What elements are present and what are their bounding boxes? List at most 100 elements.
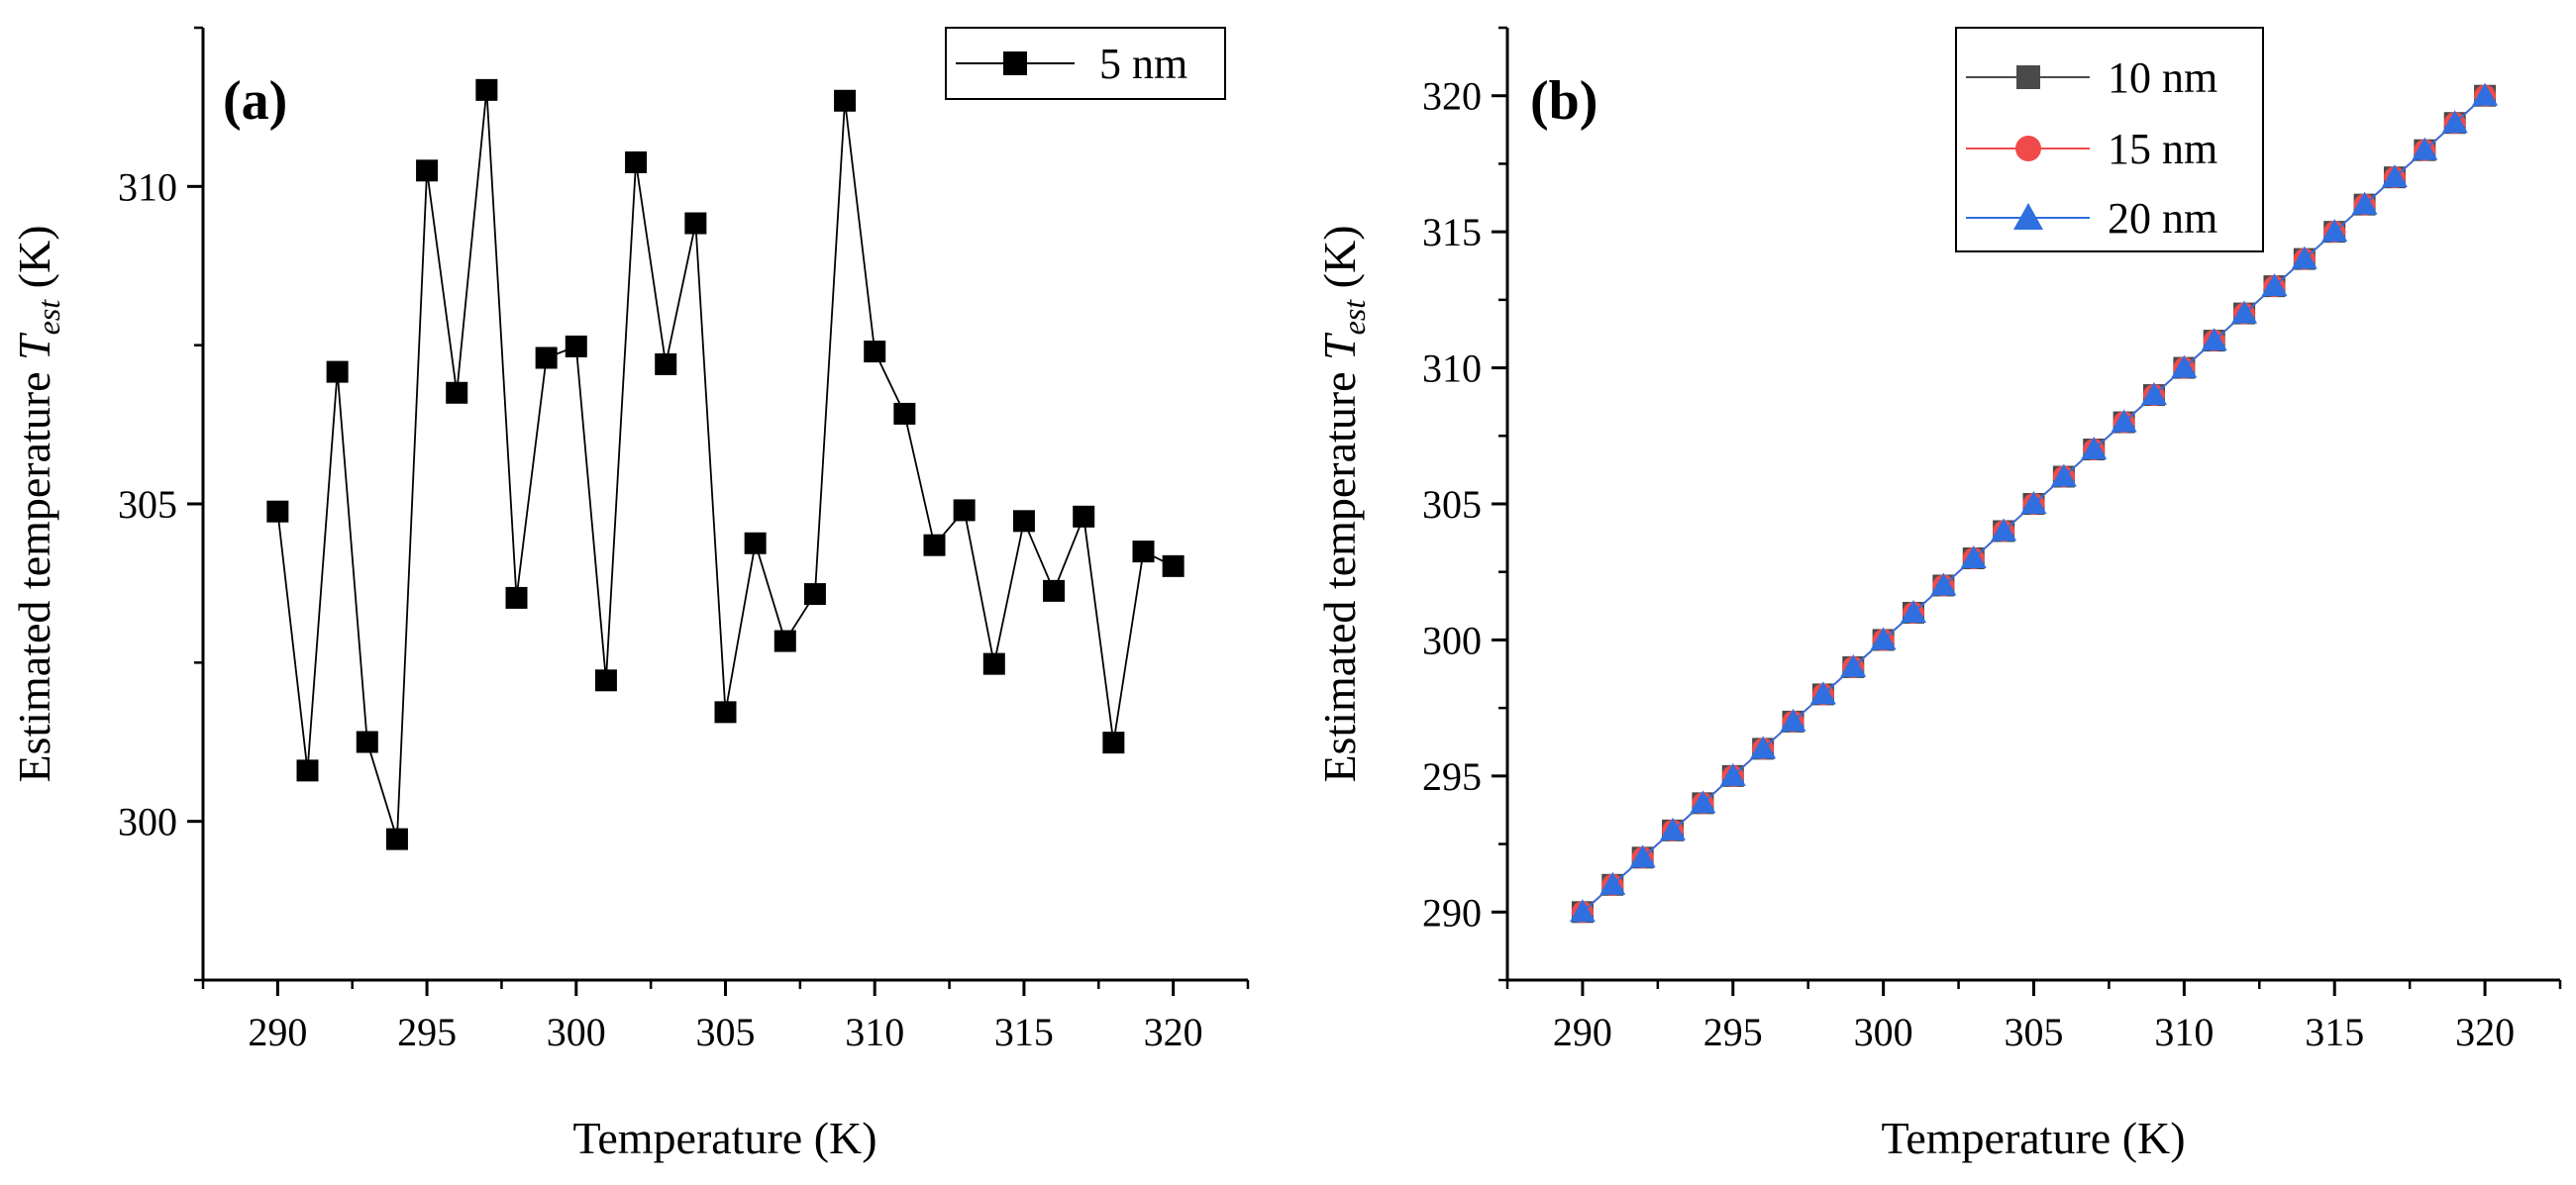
- data-point-5nm: [475, 78, 498, 101]
- data-point-5nm: [655, 352, 677, 375]
- data-point-20nm: [2201, 328, 2227, 351]
- data-point-20nm: [1599, 871, 1626, 895]
- data-point-5nm: [982, 652, 1005, 675]
- data-point-5nm: [744, 532, 767, 554]
- data-point-20nm: [1629, 844, 1656, 868]
- data-point-5nm: [505, 586, 528, 609]
- panel-a-x-axis-title: Temperature (K): [572, 1113, 876, 1163]
- panel-a-y-axis-title-main: Estimated temperature: [9, 360, 59, 783]
- y-tick-label: 310: [118, 164, 177, 209]
- data-point-5nm: [326, 360, 349, 383]
- data-point-5nm: [773, 630, 796, 652]
- panel-a-legend-marker-5nm: [1003, 51, 1027, 75]
- panel-b-y-axis-title: Estimated temperature Test (K): [1314, 225, 1372, 782]
- panel-b-y-axis-title-unit: (K): [1314, 225, 1365, 299]
- data-point-5nm: [446, 381, 468, 404]
- data-point-20nm: [2412, 137, 2438, 160]
- data-point-20nm: [1690, 790, 1716, 814]
- data-point-20nm: [2081, 437, 2108, 460]
- data-point-5nm: [1012, 510, 1035, 533]
- x-tick-label: 310: [845, 1010, 904, 1054]
- x-tick-label: 310: [2154, 1010, 2214, 1054]
- data-point-20nm: [1780, 708, 1806, 732]
- data-point-20nm: [1809, 681, 1836, 705]
- data-point-20nm: [1870, 627, 1897, 650]
- data-point-20nm: [1569, 899, 1596, 923]
- panel-b-y-axis-title-main: Estimated temperature: [1314, 360, 1365, 783]
- x-tick-label: 305: [696, 1010, 756, 1054]
- y-tick-label: 310: [1422, 346, 1482, 391]
- data-point-5nm: [1132, 541, 1155, 563]
- panel-b-y-tick-labels: 290 295 300 305 310 315 320: [1422, 74, 1482, 936]
- panel-a-ticks: [187, 26, 1250, 996]
- panel-a-series: [266, 78, 1185, 850]
- panel-b-series: [1569, 82, 2499, 924]
- panel-b-x-tick-labels: 290 295 300 305 310 315 320: [1553, 1010, 2515, 1054]
- data-point-5nm: [416, 159, 439, 182]
- y-tick-label: 315: [1422, 210, 1482, 254]
- panel-a-x-tick-labels: 290 295 300 305 310 315 320: [248, 1010, 1202, 1054]
- panel-a-y-axis-title: Estimated temperature Test (K): [9, 225, 66, 782]
- panel-a: (a) 290 295 300 305 310 315 320 300 305 310 Temp…: [9, 26, 1250, 1163]
- data-point-20nm: [2140, 382, 2167, 406]
- x-tick-label: 290: [248, 1010, 307, 1054]
- panel-b-legend-marker-20nm: [2013, 203, 2043, 230]
- panel-b-legend-label-15nm: 15 nm: [2108, 125, 2217, 173]
- data-point-20nm: [2050, 463, 2077, 487]
- panel-b-legend-label-10nm: 10 nm: [2108, 53, 2217, 102]
- data-point-5nm: [953, 499, 976, 522]
- data-point-20nm: [1840, 653, 1867, 677]
- x-tick-label: 300: [547, 1010, 606, 1054]
- x-tick-label: 295: [1703, 1010, 1763, 1054]
- panel-a-y-tick-labels: 300 305 310: [118, 164, 177, 843]
- data-point-20nm: [1901, 599, 1927, 623]
- data-point-20nm: [1930, 572, 1957, 596]
- data-point-5nm: [684, 212, 707, 235]
- panel-b-y-axis-title-var: T: [1314, 332, 1365, 360]
- series-line-5nm: [276, 89, 1175, 839]
- y-tick-label: 295: [1422, 754, 1482, 799]
- data-point-5nm: [535, 346, 558, 369]
- panel-b-legend-label-20nm: 20 nm: [2108, 194, 2217, 243]
- y-tick-label: 300: [1422, 618, 1482, 662]
- y-tick-label: 305: [118, 482, 177, 527]
- panel-a-y-axis-title-sub: est: [31, 299, 66, 336]
- data-point-20nm: [1991, 518, 2017, 542]
- data-point-5nm: [1162, 554, 1185, 577]
- data-point-20nm: [2171, 354, 2198, 378]
- x-tick-label: 315: [2305, 1010, 2364, 1054]
- data-point-5nm: [385, 828, 408, 850]
- panel-b-label: (b): [1530, 70, 1597, 132]
- data-point-5nm: [893, 402, 916, 425]
- panel-a-y-axis-title-var: T: [9, 332, 59, 360]
- panel-b-x-axis-title: Temperature (K): [1881, 1113, 2185, 1163]
- panel-b: (b) 290 295 300 305 310 315 320 290 295 300 305 31…: [1314, 26, 2562, 1163]
- data-point-20nm: [2321, 219, 2348, 243]
- data-point-20nm: [2111, 409, 2137, 433]
- data-point-20nm: [2351, 191, 2378, 215]
- panel-b-y-axis-title-sub: est: [1336, 299, 1372, 336]
- data-point-5nm: [714, 701, 737, 724]
- panel-b-legend-box: [1955, 27, 2264, 252]
- data-point-20nm: [2020, 491, 2047, 514]
- data-point-5nm: [1073, 505, 1095, 528]
- y-tick-label: 320: [1422, 74, 1482, 119]
- data-point-20nm: [1719, 762, 1746, 786]
- panel-b-legend: 10 nm 15 nm 20 nm: [1955, 27, 2264, 252]
- data-point-5nm: [834, 89, 857, 112]
- data-point-5nm: [296, 759, 319, 782]
- y-tick-label: 305: [1422, 482, 1482, 527]
- y-tick-label: 300: [118, 800, 177, 844]
- data-point-20nm: [2472, 82, 2499, 106]
- data-point-5nm: [923, 534, 946, 556]
- data-point-5nm: [864, 341, 886, 363]
- x-tick-label: 290: [1553, 1010, 1612, 1054]
- x-tick-label: 305: [2005, 1010, 2064, 1054]
- data-point-5nm: [356, 731, 378, 753]
- x-tick-label: 320: [2455, 1010, 2515, 1054]
- data-point-20nm: [2441, 110, 2468, 134]
- y-tick-label: 290: [1422, 890, 1482, 935]
- x-tick-label: 300: [1854, 1010, 1913, 1054]
- data-point-5nm: [266, 500, 289, 523]
